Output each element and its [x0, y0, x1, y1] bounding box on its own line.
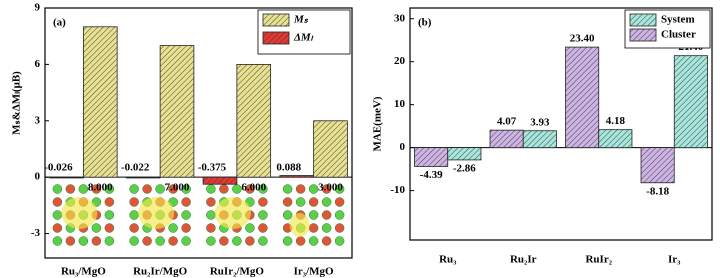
x-tick-label: Ru₂Ir/MgO [133, 266, 187, 278]
legend-swatch [629, 13, 657, 27]
y-tick-label: 30 [394, 12, 406, 24]
value-label: -2.86 [453, 162, 476, 174]
value-label: 8.000 [88, 182, 113, 194]
x-tick-label: Ru₂Ir [510, 254, 537, 266]
bar [414, 147, 449, 167]
value-label: 3.93 [530, 116, 550, 128]
x-tick-label: Ir₃ [668, 254, 681, 266]
structure-image [129, 184, 191, 246]
y-tick-label: 9 [35, 2, 41, 14]
bar [82, 26, 118, 178]
legend-label: Cluster [661, 29, 696, 41]
panel-label: (b) [418, 17, 432, 29]
value-label: -0.022 [121, 162, 150, 174]
bar [236, 63, 272, 178]
value-label: -0.026 [44, 162, 73, 174]
structure-image [282, 184, 345, 246]
y-tick-label: 0 [400, 141, 406, 153]
value-label: -8.18 [646, 185, 669, 197]
bar [489, 129, 524, 149]
bar [279, 175, 315, 178]
y-axis-label: MAE(meV) [372, 96, 384, 151]
x-tick-label: RuIr₂/MgO [210, 266, 264, 278]
value-label: 4.18 [606, 115, 626, 127]
y-tick-label: 20 [394, 55, 406, 67]
y-tick-label: 10 [394, 98, 406, 110]
y-tick-label: -10 [390, 184, 405, 196]
plot-frame [409, 7, 713, 241]
legend-label: ΔMₗ [293, 32, 314, 44]
bar [49, 176, 84, 179]
legend-label: Mₛ [293, 14, 309, 26]
value-label: 23.40 [570, 33, 595, 45]
bar [313, 120, 348, 178]
legend-swatch [262, 13, 290, 27]
bar [673, 55, 708, 149]
y-axis-label: Mₛ&ΔMₗ(μB) [11, 71, 23, 135]
value-label: -0.375 [198, 162, 227, 174]
bar [202, 176, 238, 185]
bar [447, 147, 482, 161]
panel-label: (a) [53, 17, 66, 29]
structure-image [52, 184, 115, 246]
bar [125, 176, 161, 179]
y-tick-label: 3 [35, 114, 41, 126]
x-tick-label: RuIr₂ [585, 254, 612, 266]
y-tick-label: 0 [35, 171, 41, 183]
y-tick-label: -3 [31, 227, 41, 239]
plot-frame [44, 7, 353, 259]
bar [565, 46, 600, 149]
value-label: 3.000 [318, 182, 343, 194]
bar [598, 129, 633, 149]
value-label: 4.07 [497, 116, 517, 128]
legend-swatch [262, 31, 290, 45]
value-label: -4.39 [420, 169, 443, 181]
structure-image [206, 184, 268, 246]
legend-label: System [661, 14, 695, 26]
bar [522, 130, 557, 149]
x-tick-label: Ru₃/MgO [61, 266, 106, 278]
bar [159, 45, 195, 178]
value-label: 0.088 [276, 162, 301, 174]
x-tick-label: Ru₃ [439, 254, 457, 266]
bar [640, 147, 675, 184]
y-tick-label: 6 [35, 58, 41, 70]
x-tick-label: Ir₃/MgO [294, 266, 334, 278]
value-label: 7.000 [165, 182, 190, 194]
value-label: 6.000 [241, 182, 266, 194]
legend-swatch [629, 28, 657, 42]
